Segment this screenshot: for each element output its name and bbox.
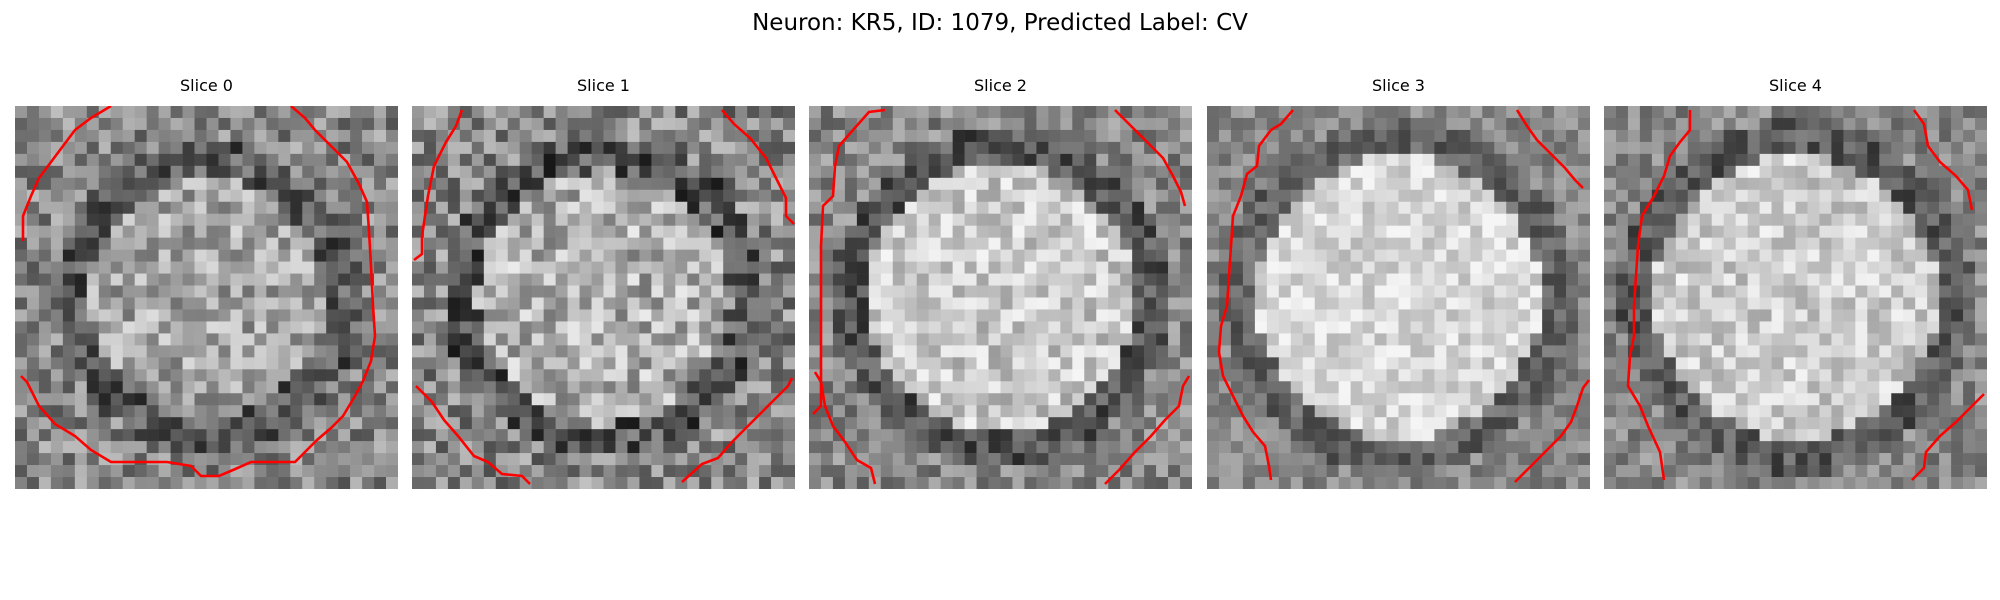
slice-title-0: Slice 0 (180, 76, 233, 95)
slice-panel-3: Slice 3 (1207, 76, 1590, 489)
slice-title-1: Slice 1 (577, 76, 630, 95)
slice-title-2: Slice 2 (974, 76, 1027, 95)
contour-1b (721, 109, 795, 225)
slice-title-4: Slice 4 (1769, 76, 1822, 95)
slice-image-1 (412, 106, 795, 489)
contour-3c (1514, 379, 1590, 483)
slice-panel-4: Slice 4 (1604, 76, 1987, 489)
contour-4a (1626, 110, 1692, 481)
contour-1c (415, 385, 531, 485)
slice-panel-2: Slice 2 (809, 76, 1192, 489)
slice-image-4 (1604, 106, 1987, 489)
contour-2b (1114, 109, 1187, 207)
slice-image-3 (1207, 106, 1590, 489)
contour-4c (1911, 393, 1985, 481)
slice-image-0 (15, 106, 398, 489)
contour-1a (413, 109, 464, 262)
slice-image-2 (809, 106, 1192, 489)
slice-title-3: Slice 3 (1372, 76, 1425, 95)
contour-3a (1217, 109, 1294, 481)
contour-1d (681, 377, 794, 483)
contour-2d (1104, 375, 1191, 485)
contour-2a (812, 108, 886, 415)
slice-panel-1: Slice 1 (412, 76, 795, 489)
contour-3b (1515, 109, 1584, 189)
figure-title: Neuron: KR5, ID: 1079, Predicted Label: … (752, 10, 1248, 36)
contour-2c (813, 371, 877, 485)
slice-panel-0: Slice 0 (15, 76, 398, 489)
contour-4b (1912, 109, 1974, 211)
contour-0a (21, 106, 112, 241)
contour-0b (20, 106, 377, 478)
